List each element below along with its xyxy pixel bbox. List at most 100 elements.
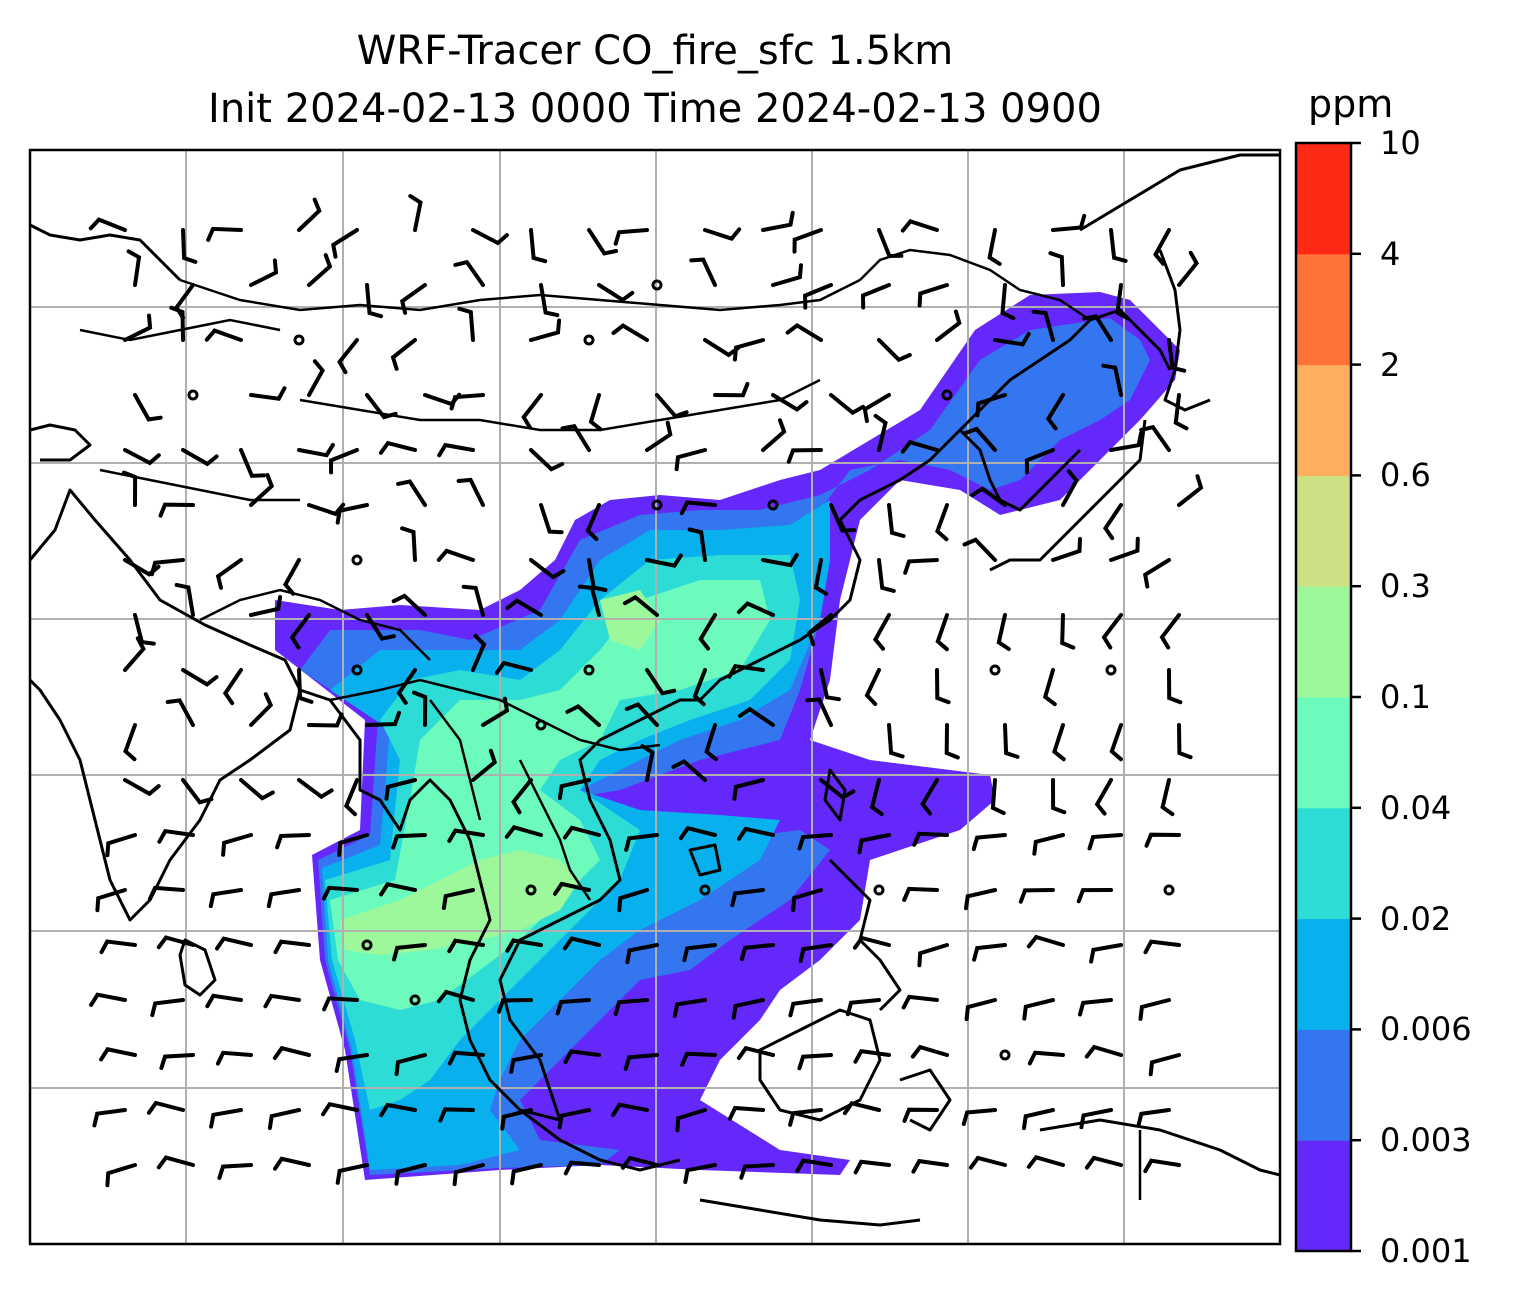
wind-barb: [704, 723, 718, 762]
colorbar-segment: [1296, 697, 1351, 809]
wind-barb: [1042, 668, 1057, 707]
wind-barb: [1026, 934, 1065, 949]
wind-barb: [671, 759, 707, 782]
wind-barb: [1078, 998, 1113, 1017]
coast-sumatra: [519, 1108, 681, 1172]
wind-barb: [1051, 213, 1087, 232]
wind-barb: [396, 479, 427, 507]
wind-barb: [1109, 228, 1128, 263]
colorbar-tick-label: 0.3: [1380, 567, 1431, 606]
wind-barb: [307, 253, 333, 287]
wind-barb: [785, 322, 823, 342]
wind-barb: [1027, 1050, 1065, 1066]
wind-barb: [1177, 250, 1200, 287]
wind-barb: [509, 1053, 543, 1074]
wind-barb: [436, 989, 475, 1004]
wind-barb: [412, 690, 428, 727]
wind-barb: [1159, 613, 1181, 650]
wind-barb: [613, 228, 649, 246]
wind-barb: [645, 668, 677, 696]
wind-barb: [1136, 1108, 1171, 1128]
wind-barb: [761, 210, 795, 232]
wind-barb: [1051, 537, 1082, 562]
wind-barb: [123, 448, 161, 466]
wind-barb: [788, 998, 823, 1018]
wind-barb: [378, 440, 417, 455]
colorbar-tick-label: 0.1: [1380, 678, 1431, 716]
wind-barb: [562, 936, 601, 951]
wind-barb: [1003, 723, 1020, 759]
wind-barb: [971, 833, 1007, 852]
wind-barb: [1167, 668, 1183, 705]
wind-barbs: [88, 194, 1204, 1188]
wind-barb: [902, 886, 939, 902]
wind-barb: [209, 1108, 243, 1129]
wind-barb: [964, 998, 997, 1022]
coastlines: [30, 153, 1280, 1227]
wind-barb: [1142, 558, 1171, 589]
wind-barb: [645, 553, 683, 568]
wind-barb: [739, 1163, 775, 1180]
wind-barb: [1024, 448, 1055, 475]
wind-barb: [996, 613, 1011, 651]
map-frame: [28, 148, 1282, 1246]
plot-subtitle: Init 2024-02-13 0000 Time 2024-02-13 090…: [208, 86, 1102, 132]
wind-barb: [771, 263, 803, 287]
wind-barb: [239, 778, 275, 801]
wind-barb: [553, 881, 591, 896]
wind-barb: [205, 993, 243, 1009]
wind-barb: [625, 943, 659, 965]
wind-barb: [791, 888, 823, 912]
wind-barb: [611, 1102, 649, 1117]
wind-barb: [328, 448, 359, 475]
colorbar-segment: [1296, 143, 1351, 255]
wind-barb: [917, 943, 949, 968]
coast-russia-east: [1079, 153, 1280, 232]
wind-barb: [623, 1053, 659, 1071]
calm-wind-marker: [293, 334, 305, 346]
wind-barb: [1102, 503, 1123, 541]
wind-barb: [150, 998, 185, 1018]
wind-barb: [877, 338, 912, 363]
wind-barb: [123, 313, 153, 342]
wind-barb: [961, 1108, 997, 1126]
wind-barb: [379, 1102, 417, 1118]
wind-barb: [675, 1108, 707, 1133]
wind-barb: [297, 778, 334, 800]
wind-barb: [803, 283, 833, 310]
calm-wind-marker: [989, 664, 1001, 676]
wind-barb: [1153, 228, 1171, 266]
wind-barb: [797, 1053, 833, 1071]
wind-barb: [322, 996, 359, 1012]
wind-barb: [174, 582, 195, 617]
wind-barb: [215, 936, 253, 951]
wind-barb: [703, 338, 741, 358]
colorbar-segment: [1296, 475, 1351, 587]
wind-barb: [1076, 888, 1113, 904]
wind-barb: [165, 698, 195, 727]
wind-barb: [334, 1053, 369, 1073]
coast-sulawesi: [899, 1068, 952, 1132]
wind-barb: [900, 218, 939, 233]
wind-barb: [217, 1163, 253, 1180]
wind-barb: [461, 584, 485, 617]
wind-barb: [852, 935, 891, 950]
wind-barb: [95, 888, 127, 913]
wind-barb: [555, 998, 591, 1016]
wind-barb: [457, 306, 475, 342]
wind-barb: [273, 1156, 311, 1171]
coast-java: [699, 1198, 921, 1227]
wind-barb: [147, 885, 185, 901]
wind-barb: [1022, 998, 1055, 1021]
wind-barb: [864, 668, 881, 706]
wind-barb: [1177, 474, 1204, 507]
wind-barb: [732, 778, 765, 801]
wind-barb: [1045, 393, 1065, 431]
wind-barb: [611, 323, 649, 342]
wind-barb: [396, 668, 417, 705]
colorbar-segment: [1296, 586, 1351, 698]
wind-barb: [471, 228, 509, 246]
wind-barb: [761, 418, 787, 452]
coast-caspian: [30, 423, 92, 462]
wind-barb: [617, 888, 649, 913]
